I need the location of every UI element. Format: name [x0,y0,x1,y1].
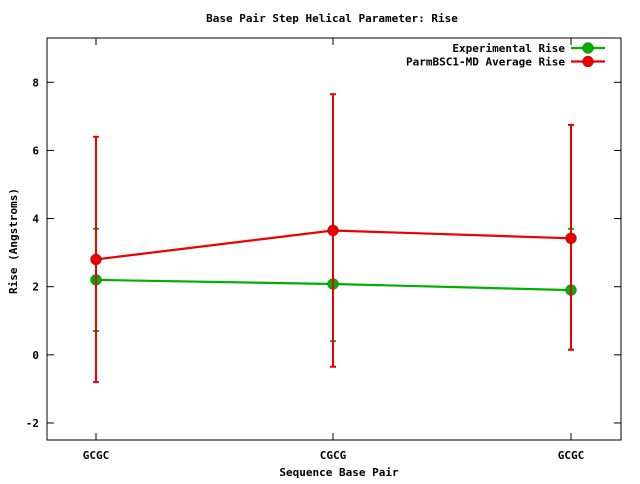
x-tick-label: CGCG [320,449,347,462]
plot-border [46,37,622,441]
data-point [327,224,339,237]
y-tick-label: 0 [32,349,39,362]
legend-marker [582,42,594,54]
legend-label: Experimental Rise [452,42,565,55]
y-tick-label: 6 [32,144,39,157]
chart-title: Base Pair Step Helical Parameter: Rise [206,12,458,25]
legend-label: ParmBSC1-MD Average Rise [406,56,565,69]
series-group [90,93,577,384]
y-tick-label: -2 [26,417,39,430]
axes: -2 0 2 4 6 8 GCGC CGCG GCGC [26,37,622,462]
data-point [565,232,577,245]
y-tick-label: 8 [32,76,39,89]
x-axis-label: Sequence Base Pair [279,466,399,479]
y-axis-label: Rise (Angstroms) [7,188,20,294]
legend-marker [582,55,594,68]
series-2 [90,93,577,384]
x-tick-label: GCGC [558,449,585,462]
y-tick-label: 2 [32,281,39,294]
y-tick-label: 4 [32,213,39,226]
x-tick-label: GCGC [83,449,110,462]
data-point [90,253,102,266]
